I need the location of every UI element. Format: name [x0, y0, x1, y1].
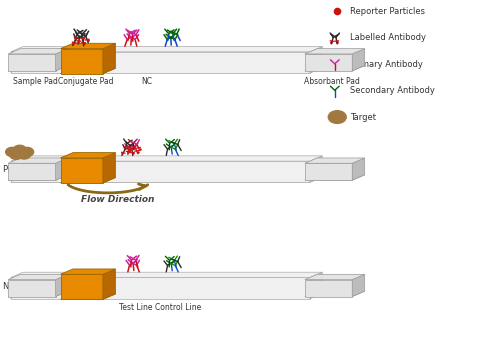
- Text: Test Line: Test Line: [118, 303, 152, 312]
- Polygon shape: [103, 43, 116, 74]
- Polygon shape: [310, 46, 322, 73]
- Polygon shape: [60, 294, 116, 299]
- Polygon shape: [60, 153, 116, 158]
- Polygon shape: [305, 280, 352, 297]
- Polygon shape: [10, 293, 322, 299]
- Circle shape: [18, 150, 30, 159]
- Polygon shape: [10, 46, 322, 52]
- Polygon shape: [10, 177, 322, 182]
- Polygon shape: [305, 65, 364, 71]
- Polygon shape: [8, 274, 68, 280]
- Polygon shape: [8, 54, 56, 71]
- Polygon shape: [8, 65, 68, 71]
- Text: Target: Target: [350, 113, 376, 121]
- Polygon shape: [10, 68, 322, 73]
- Text: Secondary Antibody: Secondary Antibody: [350, 86, 434, 95]
- Polygon shape: [103, 269, 116, 299]
- Polygon shape: [8, 280, 56, 297]
- Text: Primary Antibody: Primary Antibody: [350, 60, 422, 69]
- Polygon shape: [60, 178, 116, 183]
- Polygon shape: [60, 269, 116, 274]
- Polygon shape: [10, 161, 310, 182]
- Polygon shape: [8, 48, 68, 54]
- Polygon shape: [8, 163, 56, 180]
- Text: NC: NC: [141, 77, 152, 86]
- Text: Reporter Particles: Reporter Particles: [350, 7, 424, 16]
- Polygon shape: [60, 274, 103, 299]
- Text: Negative Result: Negative Result: [3, 282, 70, 291]
- Text: Labelled Antibody: Labelled Antibody: [350, 33, 426, 42]
- Circle shape: [328, 111, 346, 124]
- Polygon shape: [310, 272, 322, 299]
- Polygon shape: [305, 158, 364, 163]
- Polygon shape: [305, 163, 352, 180]
- Polygon shape: [8, 291, 68, 297]
- Polygon shape: [10, 272, 322, 278]
- Text: Flow Direction: Flow Direction: [81, 195, 154, 204]
- Polygon shape: [56, 48, 68, 71]
- Polygon shape: [60, 48, 103, 74]
- Circle shape: [13, 145, 26, 154]
- Polygon shape: [10, 52, 310, 73]
- Polygon shape: [352, 274, 364, 297]
- Polygon shape: [8, 175, 68, 180]
- Circle shape: [20, 147, 34, 156]
- Polygon shape: [103, 153, 116, 183]
- Text: Positive Result: Positive Result: [3, 165, 64, 175]
- Polygon shape: [56, 158, 68, 180]
- Polygon shape: [60, 68, 116, 74]
- Text: Conjugate Pad: Conjugate Pad: [58, 77, 113, 86]
- Polygon shape: [305, 274, 364, 280]
- Circle shape: [6, 147, 18, 156]
- Polygon shape: [305, 48, 364, 54]
- Polygon shape: [60, 43, 116, 48]
- Polygon shape: [10, 278, 310, 299]
- Polygon shape: [56, 274, 68, 297]
- Polygon shape: [305, 175, 364, 180]
- Polygon shape: [8, 158, 68, 163]
- Polygon shape: [60, 158, 103, 183]
- Polygon shape: [352, 158, 364, 180]
- Text: Control Line: Control Line: [154, 303, 201, 312]
- Circle shape: [10, 150, 22, 159]
- Polygon shape: [310, 156, 322, 182]
- Polygon shape: [10, 156, 322, 161]
- Text: Sample Pad: Sample Pad: [13, 77, 58, 86]
- Text: Absorbant Pad: Absorbant Pad: [304, 77, 360, 86]
- Polygon shape: [305, 291, 364, 297]
- Polygon shape: [305, 54, 352, 71]
- Polygon shape: [352, 48, 364, 71]
